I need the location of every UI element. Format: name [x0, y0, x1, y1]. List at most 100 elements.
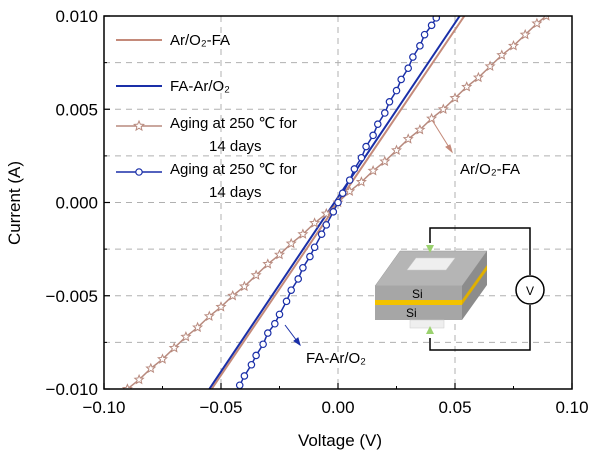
data-point-circle — [282, 297, 291, 306]
grid-lines — [104, 16, 572, 389]
bottom-electrode — [409, 319, 445, 329]
y-tick-label: 0.000 — [55, 194, 98, 213]
data-point-circle — [427, 21, 436, 30]
top-probe-icon — [426, 245, 434, 253]
series-3 — [235, 16, 441, 389]
data-point-star — [542, 16, 550, 21]
data-point-star — [426, 112, 438, 124]
data-point-star — [238, 280, 250, 292]
annotation-lower-label: FA-Ar/O₂ — [306, 350, 366, 367]
data-point-star — [379, 155, 391, 167]
data-point-star — [145, 362, 157, 374]
data-point-circle — [235, 381, 244, 389]
data-point-circle — [294, 275, 303, 283]
data-point-star — [355, 176, 367, 187]
data-point-star — [192, 321, 204, 333]
legend: Ar/O₂-FA FA-Ar/O₂ Aging at 250 ℃ for 14 … — [116, 32, 297, 201]
data-point-circle — [252, 351, 260, 360]
data-point-star — [531, 17, 543, 29]
data-point-star — [367, 164, 379, 176]
annotation-lower: FA-Ar/O₂ — [284, 324, 366, 367]
series-layer — [121, 16, 550, 389]
x-axis-title: Voltage (V) — [298, 431, 382, 450]
data-point-star — [227, 289, 239, 301]
data-point-star — [285, 237, 297, 249]
circuit-wire — [429, 227, 531, 275]
data-point-star — [414, 123, 426, 135]
y-tick-label: −0.010 — [46, 380, 98, 399]
tick-labels: −0.10 −0.05 0.00 0.05 0.10 −0.010 −0.005 0.000 0… — [46, 7, 589, 417]
data-point-circle — [345, 176, 354, 184]
lower-si-label: Si — [406, 306, 417, 320]
data-point-circle — [275, 310, 284, 319]
data-point-star — [262, 258, 274, 269]
data-point-star — [168, 342, 180, 353]
legend-star-marker — [133, 119, 145, 132]
device-schematic: V Si Si — [374, 227, 545, 351]
data-point-circle — [369, 131, 377, 140]
legend-item-aging-star: Aging at 250 ℃ for 14 days — [116, 115, 297, 155]
legend-label: Aging at 250 ℃ for — [170, 115, 297, 132]
data-point-star — [156, 353, 169, 364]
data-point-circle — [350, 165, 359, 173]
legend-item-aging-circle: Aging at 250 ℃ for 14 days — [116, 161, 297, 201]
data-point-star — [273, 248, 286, 260]
data-point-star — [309, 217, 321, 228]
data-point-star — [402, 133, 414, 144]
x-tick-label: −0.10 — [82, 398, 125, 417]
x-tick-label: 0.10 — [555, 398, 588, 417]
data-point-star — [437, 103, 449, 114]
x-tick-label: −0.05 — [199, 398, 242, 417]
annotation-upper-label: Ar/O₂-FA — [460, 161, 520, 178]
data-point-star — [484, 60, 496, 72]
axes — [103, 15, 573, 390]
bond-layer-front — [375, 300, 462, 305]
data-point-circle — [357, 153, 366, 162]
data-point-circle — [322, 221, 331, 229]
data-point-star — [250, 269, 262, 280]
data-point-circle — [409, 53, 417, 61]
data-point-circle — [329, 208, 338, 216]
voltmeter-icon — [515, 275, 545, 305]
data-point-circle — [247, 360, 256, 369]
y-axis-title: Current (A) — [5, 161, 24, 245]
data-point-star — [344, 185, 356, 196]
data-point-circle — [240, 372, 249, 380]
data-point-star — [297, 228, 309, 239]
x-tick-label: 0.05 — [438, 398, 471, 417]
data-point-circle — [259, 340, 267, 349]
circuit-wire — [429, 305, 531, 351]
legend-label: Aging at 250 ℃ for — [170, 161, 297, 178]
legend-label: Ar/O₂-FA — [170, 32, 230, 49]
data-point-star — [215, 301, 227, 312]
top-electrode — [406, 257, 456, 271]
data-point-circle — [338, 189, 347, 197]
star-marker-icon — [133, 119, 145, 132]
data-point-circle — [271, 319, 279, 328]
data-point-circle — [392, 86, 401, 95]
data-point-star — [519, 28, 531, 40]
data-point-circle — [362, 142, 370, 151]
data-point-circle — [306, 252, 314, 261]
bottom-probe-icon — [426, 326, 434, 334]
voltmeter-label: V — [526, 284, 534, 298]
data-point-star — [203, 310, 215, 321]
x-tick-label: 0.00 — [321, 398, 354, 417]
upper-si-label: Si — [412, 287, 423, 301]
y-tick-label: 0.005 — [55, 100, 98, 119]
legend-label: 14 days — [209, 138, 262, 155]
data-point-circle — [432, 16, 441, 22]
data-point-circle — [310, 243, 319, 252]
y-tick-label: −0.005 — [46, 287, 98, 306]
data-point-circle — [287, 286, 296, 294]
data-point-star — [472, 71, 484, 83]
data-point-circle — [420, 30, 429, 39]
lower-si-front — [375, 305, 462, 320]
legend-label: 14 days — [209, 184, 262, 201]
data-point-star — [449, 92, 461, 103]
data-point-star — [180, 330, 192, 342]
legend-item-fa-ar-o2: FA-Ar/O₂ — [116, 78, 230, 95]
y-tick-label: 0.010 — [55, 7, 98, 26]
data-point-circle — [397, 75, 405, 84]
